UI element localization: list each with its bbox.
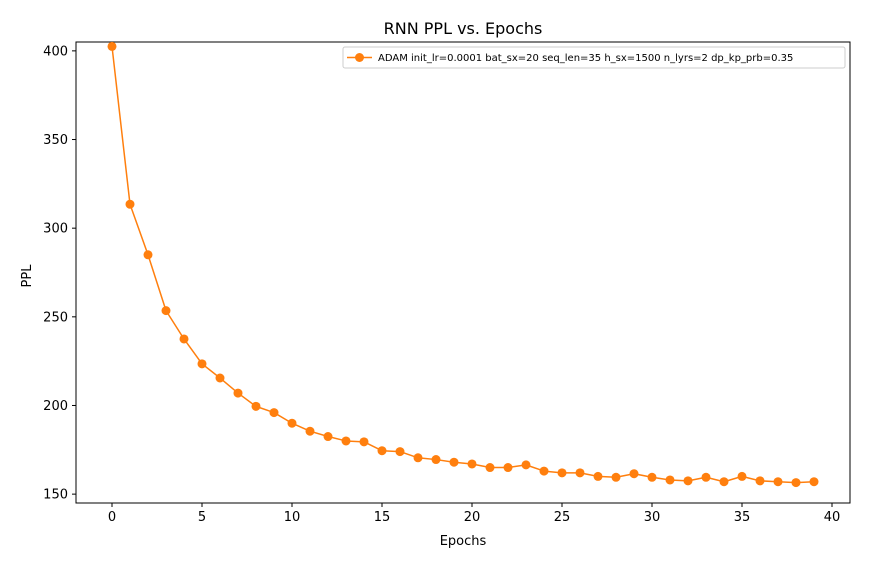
data-point xyxy=(773,477,783,487)
data-point xyxy=(755,476,765,486)
data-point xyxy=(521,460,531,470)
data-point xyxy=(701,472,711,482)
y-tick-label: 300 xyxy=(43,222,68,237)
data-point xyxy=(629,469,639,479)
legend-box xyxy=(342,46,846,69)
x-tick-label: 0 xyxy=(108,510,116,525)
data-point xyxy=(809,477,819,487)
x-tick-label: 10 xyxy=(284,510,301,525)
data-point xyxy=(683,476,693,486)
data-point xyxy=(323,432,333,442)
y-axis-ticks: 150 200 250 300 350 400 xyxy=(43,44,76,503)
data-point xyxy=(395,447,405,457)
series-layer xyxy=(107,41,819,488)
data-point xyxy=(593,471,603,481)
y-axis-label: PPL xyxy=(20,264,35,288)
y-tick-label: 400 xyxy=(43,44,68,59)
series-line xyxy=(111,46,815,484)
data-point xyxy=(791,478,801,488)
chart-title: RNN PPL vs. Epochs xyxy=(384,19,543,38)
data-point xyxy=(197,359,207,369)
data-point xyxy=(413,453,423,463)
plot-area xyxy=(75,41,851,504)
legend-point-marker xyxy=(355,53,364,62)
data-point xyxy=(179,334,189,344)
data-point xyxy=(557,468,567,478)
data-point xyxy=(467,459,477,469)
data-point xyxy=(251,401,261,411)
data-point xyxy=(143,250,153,260)
y-tick-label: 250 xyxy=(43,310,68,325)
data-point xyxy=(341,436,351,446)
data-point xyxy=(719,477,729,487)
data-point xyxy=(377,446,387,456)
data-point xyxy=(737,471,747,481)
data-point xyxy=(503,463,513,473)
data-point xyxy=(161,306,171,316)
data-point xyxy=(611,472,621,482)
x-tick-label: 25 xyxy=(554,510,571,525)
x-tick-label: 20 xyxy=(464,510,481,525)
data-point xyxy=(359,437,369,447)
x-tick-label: 5 xyxy=(198,510,206,525)
data-point xyxy=(485,463,495,473)
data-point xyxy=(539,466,549,476)
x-tick-label: 40 xyxy=(824,510,841,525)
data-point xyxy=(269,408,279,418)
data-point xyxy=(215,373,225,383)
x-axis-label: Epochs xyxy=(440,534,487,549)
data-point xyxy=(125,199,135,209)
x-tick-label: 30 xyxy=(644,510,661,525)
x-tick-label: 15 xyxy=(374,510,391,525)
x-axis-ticks: 0 5 10 15 20 25 30 35 40 xyxy=(108,503,840,525)
data-point xyxy=(305,426,315,436)
legend: ADAM init_lr=0.0001 bat_sx=20 seq_len=35… xyxy=(342,46,846,69)
y-tick-label: 150 xyxy=(43,488,68,503)
data-point xyxy=(287,418,297,428)
data-point xyxy=(233,388,243,398)
data-point xyxy=(575,468,585,478)
data-point xyxy=(449,457,459,467)
y-tick-label: 200 xyxy=(43,399,68,414)
x-tick-label: 35 xyxy=(734,510,751,525)
legend-label: ADAM init_lr=0.0001 bat_sx=20 seq_len=35… xyxy=(378,53,793,64)
data-point xyxy=(665,475,675,485)
data-point xyxy=(431,455,441,465)
data-point xyxy=(647,472,657,482)
data-point xyxy=(107,41,117,51)
y-tick-label: 350 xyxy=(43,133,68,148)
